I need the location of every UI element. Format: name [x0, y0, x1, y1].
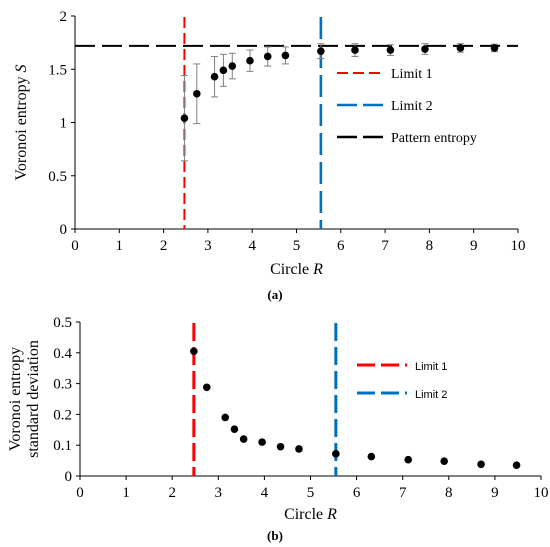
y-tick-label: 2 [60, 9, 68, 25]
y-tick-label: 0.1 [53, 438, 72, 454]
x-tick-label: 9 [491, 485, 499, 501]
data-point [477, 460, 485, 469]
y-tick-label: 0.3 [53, 377, 72, 393]
chart-panel-a: 0 1 2 3 4 5 6 7 8 9 10 0 0.5 1 1.5 2 Circle R Voronoi ent… [13, 9, 526, 302]
data-point [263, 52, 272, 61]
legend-label: Limit 1 [391, 67, 433, 82]
data-point [239, 435, 248, 443]
data-point [202, 383, 211, 392]
x-tick-label: 8 [426, 238, 434, 254]
x-tick-label: 1 [116, 238, 124, 254]
legend-label: Pattern entropy [391, 131, 477, 146]
legend: Limit 1 Limit 2 Pattern entropy [337, 67, 477, 146]
data-point [230, 425, 239, 433]
legend-label: Limit 1 [415, 361, 447, 373]
x-tick-label: 5 [307, 485, 315, 501]
x-tick-label: 2 [168, 485, 176, 501]
y-tick-label: 0 [60, 222, 68, 238]
panel-label: (a) [267, 287, 282, 302]
x-tick-label: 9 [470, 238, 478, 254]
data-point [490, 44, 499, 52]
x-tick-label: 8 [445, 485, 453, 501]
y-tick-label: 1 [60, 116, 68, 132]
data-point [258, 438, 266, 446]
data-point [317, 47, 325, 55]
x-tick-label: 4 [261, 485, 269, 501]
y-tick-label: 0.5 [48, 169, 67, 185]
x-tick-label: 7 [399, 485, 407, 501]
data-point [281, 51, 290, 60]
y-tick-label: 0.4 [53, 346, 72, 362]
data-point [210, 72, 219, 81]
x-tick-label: 6 [353, 485, 361, 501]
data-point [190, 347, 198, 356]
x-tick-label: 3 [204, 238, 212, 254]
data-point [440, 457, 448, 466]
x-tick-label: 5 [293, 238, 301, 254]
data-point [404, 455, 413, 464]
x-axis-label: Circle R [270, 261, 323, 278]
x-tick-label: 4 [248, 238, 256, 254]
x-tick-label: 3 [215, 485, 223, 501]
data-point [456, 44, 465, 52]
y-tick-label: 0 [65, 469, 73, 485]
y-tick-label: 1.5 [48, 62, 67, 78]
x-tick-label: 2 [160, 238, 168, 254]
y-tick-label: 0.2 [53, 407, 72, 423]
chart-panel-b: 0 1 2 3 4 5 6 7 8 9 10 0 0.1 0.2 0.3 0.4 0.5 Circle R Voro… [7, 315, 549, 543]
data-point [193, 89, 201, 98]
y-axis-label: Voronoi entropy S [13, 64, 30, 180]
data-point [180, 114, 189, 123]
data-point [221, 413, 230, 422]
data-point [276, 442, 285, 451]
x-tick-label: 1 [122, 485, 130, 501]
data-point [512, 461, 521, 470]
x-axis-label: Circle R [284, 506, 337, 523]
data-point [386, 46, 395, 54]
data-point [367, 452, 376, 461]
data-point [295, 445, 303, 453]
x-tick-label: 0 [76, 485, 84, 501]
x-tick-label: 10 [534, 485, 549, 501]
x-tick-label: 6 [337, 238, 345, 254]
data-point [332, 450, 340, 458]
legend-label: Limit 2 [391, 99, 433, 114]
panel-label: (b) [267, 528, 283, 543]
legend-label: Limit 2 [415, 389, 447, 401]
data-point [351, 46, 359, 54]
x-tick-label: 0 [71, 238, 79, 254]
y-axis-label: standard deviation [25, 340, 42, 458]
x-tick-label: 10 [511, 238, 526, 254]
data-point [421, 45, 429, 53]
legend: Limit 1 Limit 2 [357, 361, 447, 401]
x-tick-label: 7 [381, 238, 389, 254]
y-tick-label: 0.5 [53, 315, 72, 331]
y-axis-label: Voronoi entropy [7, 347, 24, 451]
data-point [219, 66, 228, 75]
data-point [246, 56, 254, 65]
data-point [228, 62, 237, 70]
